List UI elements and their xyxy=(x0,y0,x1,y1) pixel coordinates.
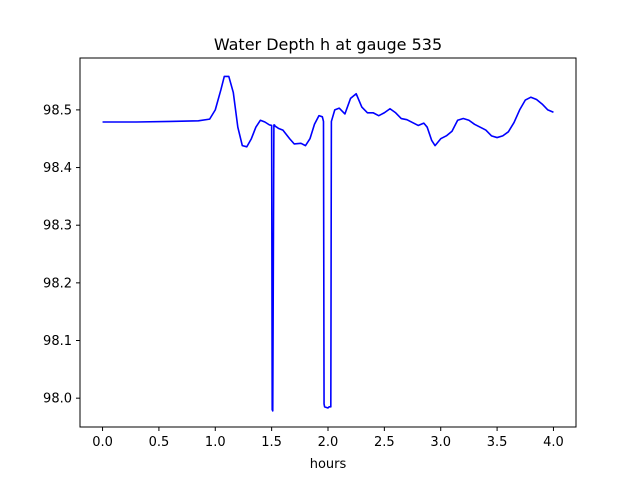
y-axis: 98.0 98.1 98.2 98.3 98.4 98.5 xyxy=(43,103,80,407)
x-tick-label: 3.0 xyxy=(430,435,451,450)
x-tick-label: 0.0 xyxy=(92,435,113,450)
y-tick-label: 98.5 xyxy=(43,103,72,118)
x-tick-label: 4.0 xyxy=(543,435,564,450)
y-tick-label: 98.4 xyxy=(43,161,72,176)
y-tick-label: 98.3 xyxy=(43,219,72,234)
plot-frame xyxy=(79,57,577,428)
plot-area xyxy=(102,75,554,412)
y-tick-label: 98.2 xyxy=(43,276,72,291)
y-tick-label: 98.0 xyxy=(43,392,72,407)
x-tick-label: 2.5 xyxy=(374,435,395,450)
series-line xyxy=(102,75,554,412)
x-axis-label: hours xyxy=(310,457,347,472)
x-tick-label: 3.5 xyxy=(487,435,508,450)
x-tick-label: 1.0 xyxy=(205,435,226,450)
x-tick-label: 0.5 xyxy=(149,435,170,450)
chart-title: Water Depth h at gauge 535 xyxy=(214,35,442,54)
x-tick-label: 2.0 xyxy=(318,435,339,450)
x-tick-label: 1.5 xyxy=(261,435,282,450)
y-tick-label: 98.1 xyxy=(43,334,72,349)
x-axis: 0.0 0.5 1.0 1.5 2.0 2.5 3.0 3.5 4.0 xyxy=(92,427,564,450)
